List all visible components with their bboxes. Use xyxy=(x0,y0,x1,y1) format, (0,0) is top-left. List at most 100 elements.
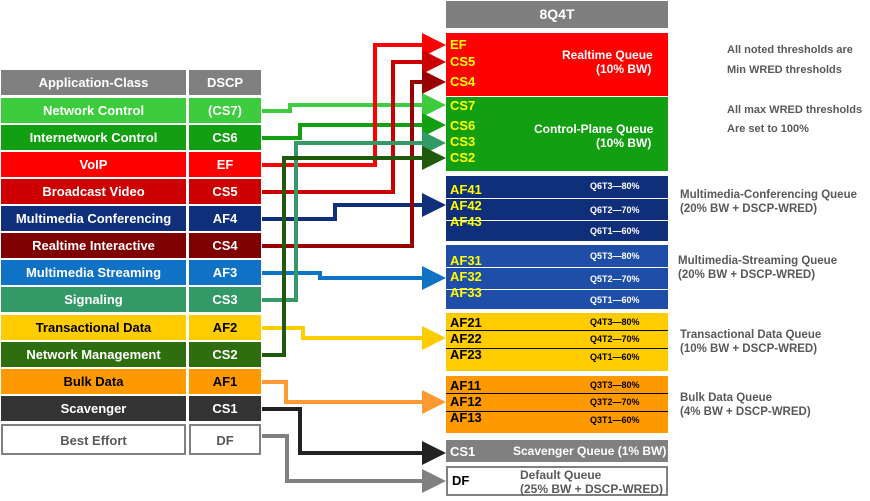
control-plane-queue: CS7 CS6 CS3 CS2 Control-Plane Queue (10%… xyxy=(446,97,668,171)
app-network-control: Network Control xyxy=(1,98,186,123)
app-broadcast-video: Broadcast Video xyxy=(1,179,186,204)
header-application-class: Application-Class xyxy=(1,70,186,95)
app-realtime-interactive: Realtime Interactive xyxy=(1,233,186,258)
dscp-best-effort: DF xyxy=(189,424,261,455)
realtime-queue: EF CS5 CS4 Realtime Queue (10% BW) xyxy=(446,33,668,96)
realtime-dscp-cs5: CS5 xyxy=(450,54,476,69)
dscp-scavenger: CS1 xyxy=(189,396,261,421)
bulk-dscp-af12: AF12 xyxy=(450,394,482,409)
queue-structure-title: 8Q4T xyxy=(446,1,668,28)
dscp-realtime-interactive: CS4 xyxy=(189,233,261,258)
transactional-queue-title: Transactional Data Queue xyxy=(680,329,822,341)
stream-threshold-t1: Q5T1—60% xyxy=(590,295,640,305)
conferencing-queue-bw: (20% BW + DSCP-WRED) xyxy=(680,203,818,215)
realtime-queue-bw: (10% BW) xyxy=(596,62,652,76)
bulk-queue-title: Bulk Data Queue xyxy=(680,392,773,404)
control-dscp-cs6: CS6 xyxy=(450,118,476,133)
app-scavenger: Scavenger xyxy=(1,396,186,421)
dscp-network-control: (CS7) xyxy=(189,98,261,123)
note-line-4: Are set to 100% xyxy=(727,123,809,135)
app-transactional-data: Transactional Data xyxy=(1,315,186,340)
conferencing-queue-label: Multimedia-Conferencing Queue (20% BW + … xyxy=(680,188,857,216)
default-queue-name: Default Queue xyxy=(520,468,602,482)
app-best-effort: Best Effort xyxy=(1,424,186,455)
streaming-queue-title: Multimedia-Streaming Queue xyxy=(678,255,838,267)
trans-dscp-af23: AF23 xyxy=(450,347,482,362)
dscp-multimedia-conferencing: AF4 xyxy=(189,206,261,231)
dscp-broadcast-video: CS5 xyxy=(189,179,261,204)
default-queue: DF Default Queue (25% BW + DSCP-WRED) xyxy=(446,466,668,496)
dscp-transactional-data: AF2 xyxy=(189,315,261,340)
bulk-threshold-t3: Q3T3—80% xyxy=(590,380,640,390)
arrow-broadcast-video xyxy=(262,50,446,194)
bulk-dscp-af13: AF13 xyxy=(450,410,482,425)
control-queue-name: Control-Plane Queue xyxy=(534,122,654,136)
trans-dscp-af22: AF22 xyxy=(450,331,482,346)
realtime-queue-name: Realtime Queue xyxy=(562,48,653,62)
control-dscp-cs2: CS2 xyxy=(450,150,476,165)
stream-dscp-af33: AF33 xyxy=(450,285,482,300)
dscp-internetwork-control: CS6 xyxy=(189,125,261,150)
app-multimedia-streaming: Multimedia Streaming xyxy=(1,260,186,285)
stream-threshold-t3: Q5T3—80% xyxy=(590,251,640,261)
trans-threshold-t1: Q4T1—60% xyxy=(590,352,640,362)
scavenger-queue: CS1 Scavenger Queue (1% BW) xyxy=(446,440,668,462)
bulk-dscp-af11: AF11 xyxy=(450,378,482,393)
app-bulk-data: Bulk Data xyxy=(1,369,186,394)
dscp-multimedia-streaming: AF3 xyxy=(189,260,261,285)
dscp-network-management: CS2 xyxy=(189,342,261,367)
note-line-2: Min WRED thresholds xyxy=(727,64,842,76)
dscp-bulk-data: AF1 xyxy=(189,369,261,394)
header-dscp: DSCP xyxy=(189,70,261,95)
multimedia-streaming-queue: AF31 AF32 AF33 Q5T3—80% Q5T2—70% Q5T1—60… xyxy=(446,245,668,309)
default-dscp-df: DF xyxy=(452,473,470,488)
bulk-threshold-t2: Q3T2—70% xyxy=(590,397,640,407)
bulk-data-queue: AF11 AF12 AF13 Q3T3—80% Q3T2—70% Q3T1—60… xyxy=(446,376,668,433)
default-queue-bw: (25% BW + DSCP-WRED) xyxy=(520,482,664,496)
arrow-multimedia-streaming xyxy=(262,266,446,290)
conf-threshold-t3: Q6T3—80% xyxy=(590,181,640,191)
arrow-network-management xyxy=(262,146,446,357)
arrow-internetwork-control xyxy=(262,113,446,140)
realtime-dscp-ef: EF xyxy=(450,37,467,52)
conf-threshold-t2: Q6T2—70% xyxy=(590,205,640,215)
control-queue-bw: (10% BW) xyxy=(596,136,652,150)
realtime-dscp-cs4: CS4 xyxy=(450,74,476,89)
arrow-voip xyxy=(262,33,446,167)
app-signaling: Signaling xyxy=(1,287,186,312)
multimedia-conferencing-queue: AF41 AF42 AF43 Q6T3—80% Q6T2—70% Q6T1—60… xyxy=(446,176,668,241)
dscp-signaling: CS3 xyxy=(189,287,261,312)
scavenger-dscp-cs1: CS1 xyxy=(450,444,476,459)
streaming-queue-bw: (20% BW + DSCP-WRED) xyxy=(678,269,816,281)
transactional-queue-label: Transactional Data Queue (10% BW + DSCP-… xyxy=(680,328,821,356)
dscp-voip: EF xyxy=(189,152,261,177)
trans-threshold-t3: Q4T3—80% xyxy=(590,317,640,327)
trans-threshold-t2: Q4T2—70% xyxy=(590,334,640,344)
arrow-signaling xyxy=(262,131,446,302)
note-line-1: All noted thresholds are xyxy=(727,44,853,56)
arrow-scavenger xyxy=(262,407,446,465)
arrow-best-effort xyxy=(262,434,446,493)
conferencing-queue-title: Multimedia-Conferencing Queue xyxy=(680,189,857,201)
arrow-network-control xyxy=(262,93,446,117)
transactional-data-queue: AF21 AF22 AF23 Q4T3—80% Q4T2—70% Q4T1—60… xyxy=(446,313,668,371)
arrow-multimedia-conferencing xyxy=(262,193,446,221)
transactional-queue-bw: (10% BW + DSCP-WRED) xyxy=(680,343,818,355)
trans-dscp-af21: AF21 xyxy=(450,315,482,330)
control-dscp-cs7: CS7 xyxy=(450,98,476,113)
control-dscp-cs3: CS3 xyxy=(450,134,476,149)
conf-threshold-t1: Q6T1—60% xyxy=(590,226,640,236)
bulk-queue-label: Bulk Data Queue (4% BW + DSCP-WRED) xyxy=(680,391,811,419)
stream-dscp-af32: AF32 xyxy=(450,269,482,284)
scavenger-queue-name: Scavenger Queue (1% BW) xyxy=(513,444,667,458)
stream-threshold-t2: Q5T2—70% xyxy=(590,274,640,284)
streaming-queue-label: Multimedia-Streaming Queue (20% BW + DSC… xyxy=(678,254,837,282)
app-internetwork-control: Internetwork Control xyxy=(1,125,186,150)
note-line-3: All max WRED thresholds xyxy=(727,104,863,116)
bulk-threshold-t1: Q3T1—60% xyxy=(590,415,640,425)
app-voip: VoIP xyxy=(1,152,186,177)
arrow-bulk-data xyxy=(262,380,446,414)
arrow-realtime-interactive xyxy=(262,70,446,248)
conf-dscp-af43: AF43 xyxy=(450,214,482,229)
